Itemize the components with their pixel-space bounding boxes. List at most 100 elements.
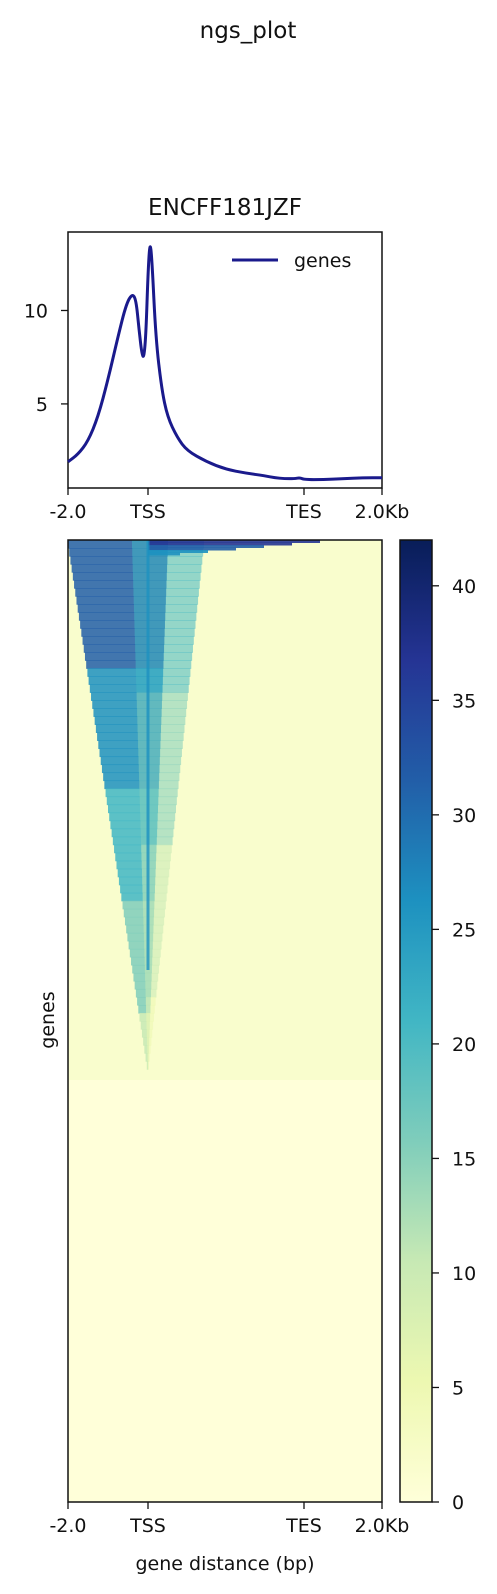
heatmap-band xyxy=(146,1021,154,1030)
heatmap-band xyxy=(140,1021,150,1030)
heatmap-band xyxy=(140,828,174,838)
heatmap-band xyxy=(139,796,177,806)
heatmap-band xyxy=(83,644,165,653)
heatmap-band xyxy=(143,1037,150,1046)
heatmap-band xyxy=(127,932,154,942)
heatmap-band xyxy=(147,1037,152,1046)
heatmap-band xyxy=(101,764,160,774)
heatmap-band xyxy=(134,980,152,990)
heatmap-band xyxy=(117,868,156,878)
heatmap-band xyxy=(89,684,163,693)
heatmap-band xyxy=(141,860,171,870)
heatmap-band xyxy=(92,700,162,709)
heatmap-band xyxy=(72,572,167,581)
heatmap-band xyxy=(129,948,153,958)
heatmap-band xyxy=(135,988,152,998)
heatmap-band xyxy=(139,1012,151,1022)
heatmap-band xyxy=(124,916,154,926)
heatmap-band xyxy=(143,932,163,942)
heatmap-band xyxy=(98,740,161,750)
heatmap-band xyxy=(86,660,164,669)
heatmap-band xyxy=(143,908,165,918)
heatmap-band xyxy=(136,676,190,685)
heatmap-band xyxy=(138,756,182,766)
heatmap-band xyxy=(143,916,165,926)
heatmap-band xyxy=(81,628,165,637)
heatmap-band xyxy=(138,740,183,750)
heatmap-band xyxy=(112,836,157,846)
heatmap-tss-ridge xyxy=(146,540,150,970)
heatmap-band xyxy=(82,636,165,645)
heatmap-band xyxy=(97,732,161,742)
x-tick-label: TSS xyxy=(129,501,166,523)
heatmap-band xyxy=(87,668,164,677)
heatmap-band xyxy=(88,676,163,685)
heatmap-band xyxy=(74,580,167,589)
heatmap-band xyxy=(133,596,199,605)
heatmap-band xyxy=(139,780,179,790)
y-tick-label: 10 xyxy=(24,300,48,322)
heatmap-band xyxy=(122,900,155,910)
heatmap-band xyxy=(68,540,168,549)
heatmap-band xyxy=(139,772,180,782)
line-plot-frame xyxy=(67,231,383,489)
colorbar-tick-label: 30 xyxy=(452,805,476,827)
colorbar-tick-label: 15 xyxy=(452,1148,476,1170)
heatmap-band xyxy=(140,836,173,846)
x-tick-label: TES xyxy=(285,501,322,523)
heatmap-band xyxy=(140,820,175,830)
heatmap-band xyxy=(94,716,162,725)
heatmap-band xyxy=(78,612,166,621)
heatmap-band xyxy=(116,860,156,870)
heatmap-band xyxy=(142,876,169,886)
heatmap-band xyxy=(100,756,160,766)
heatmap-band xyxy=(137,724,185,733)
colorbar-tick-label: 20 xyxy=(452,1034,476,1056)
heatmap-band xyxy=(114,844,157,854)
heatmap-ylabel: genes xyxy=(37,991,59,1048)
colorbar-tick-label: 5 xyxy=(452,1377,464,1399)
heatmap-band xyxy=(138,748,182,758)
heatmap-band xyxy=(147,1053,150,1062)
heatmap-band xyxy=(135,644,193,653)
heatmap-band xyxy=(134,636,194,645)
heatmap-band xyxy=(137,996,151,1006)
heatmap-band xyxy=(135,652,193,661)
colorbar-tick-label: 35 xyxy=(452,690,476,712)
heatmap-band xyxy=(140,812,176,822)
heatmap-band xyxy=(141,852,171,862)
heatmap-band xyxy=(70,556,168,565)
heatmap-band xyxy=(103,772,160,782)
colorbar-tick-label: 10 xyxy=(452,1263,476,1285)
colorbar-frame xyxy=(399,539,433,1503)
heatmap-band xyxy=(145,980,158,990)
heatmap-band xyxy=(138,1004,151,1014)
x-tick-label: 2.0Kb xyxy=(355,501,410,523)
heatmap-band xyxy=(109,812,158,822)
heatmap-cells xyxy=(68,540,382,1080)
heatmap-x-tick-label: 2.0Kb xyxy=(355,1515,410,1537)
heatmap-band xyxy=(147,1045,151,1054)
heatmap-band xyxy=(134,612,197,621)
heatmap-band xyxy=(145,996,156,1006)
heatmap-band xyxy=(133,580,200,589)
heatmap-band xyxy=(111,828,158,838)
heatmap-band xyxy=(132,572,201,581)
heatmap-band xyxy=(136,700,188,709)
legend-label-genes: genes xyxy=(294,250,351,272)
heatmap-band xyxy=(144,1045,149,1054)
heatmap-top-row xyxy=(148,542,292,546)
profile-line-chart: 5 10 -2.0 TSS TES 2.0Kb genes xyxy=(24,231,410,523)
heatmap-band xyxy=(144,948,161,958)
heatmap-band xyxy=(142,900,166,910)
heatmap-band xyxy=(142,884,168,894)
heatmap-band xyxy=(141,1029,150,1038)
heatmap-band xyxy=(76,596,166,605)
heatmap-band xyxy=(80,620,165,629)
heatmap-band xyxy=(132,564,202,573)
heatmap-band xyxy=(136,692,188,701)
heatmap-band xyxy=(140,804,176,814)
heatmap-band xyxy=(144,940,162,950)
heatmap-band xyxy=(110,820,158,830)
heatmap-band xyxy=(106,796,159,806)
